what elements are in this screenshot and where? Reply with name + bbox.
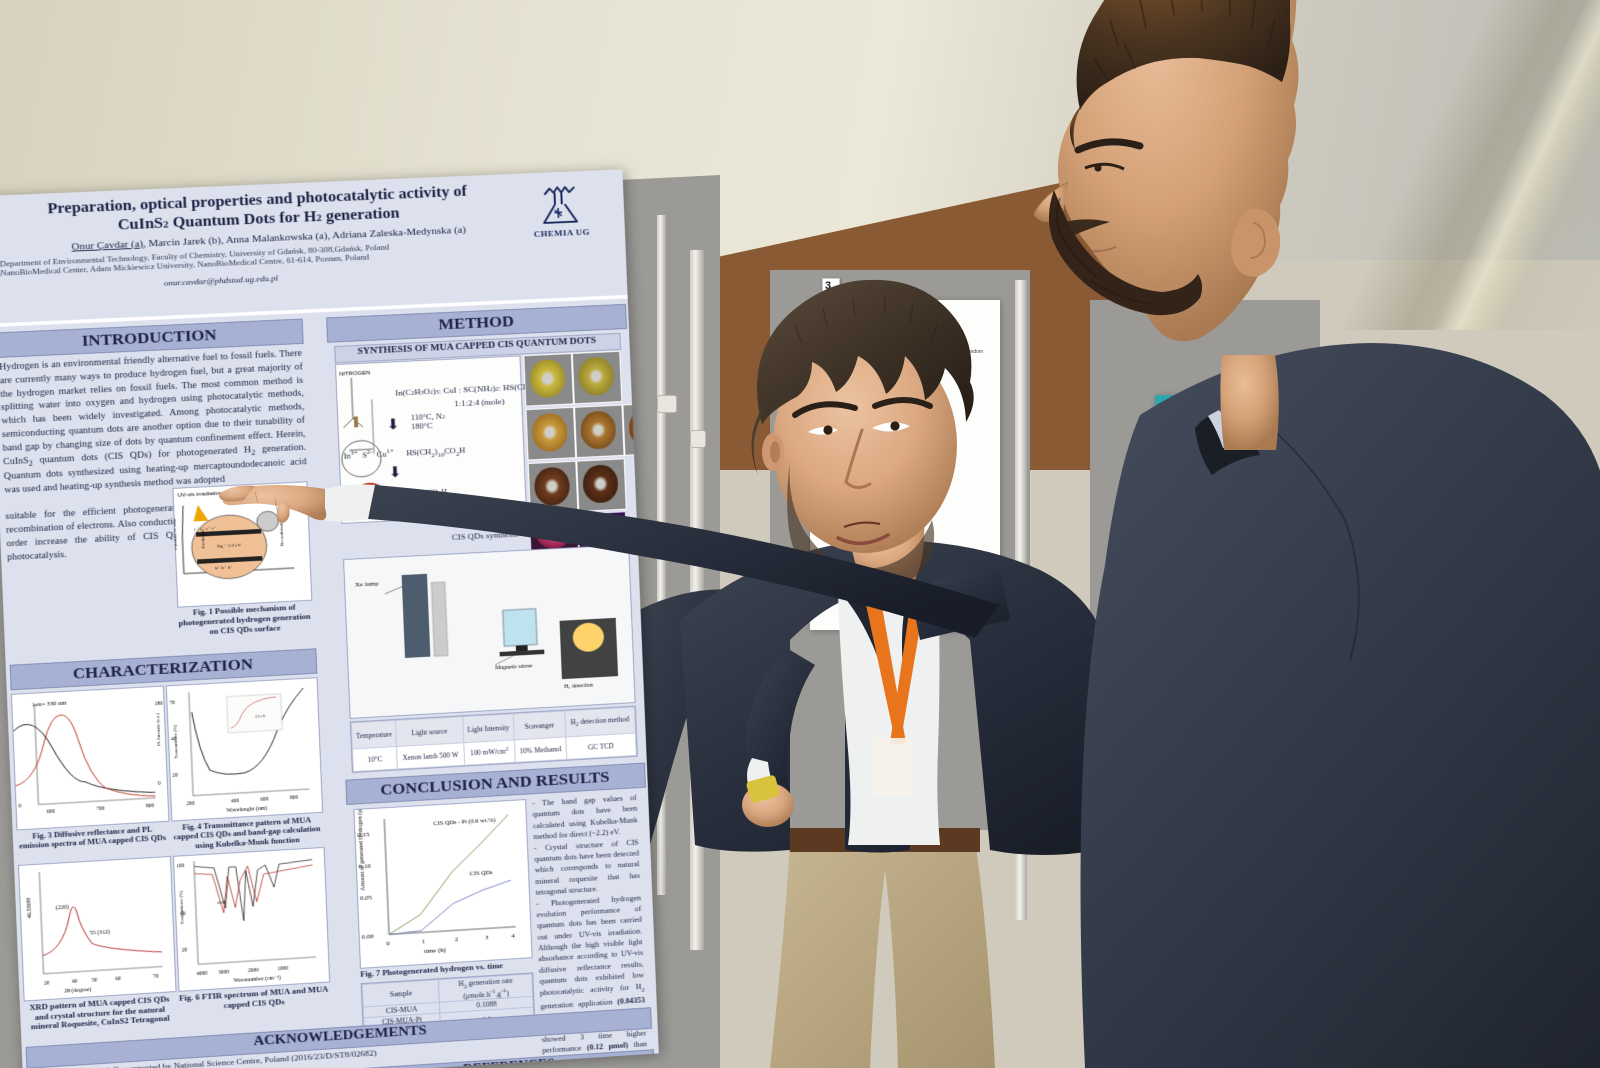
svg-text:0: 0 bbox=[158, 781, 161, 787]
svg-text:Wavenumber (cm⁻¹): Wavenumber (cm⁻¹) bbox=[233, 974, 281, 984]
svg-text:4: 4 bbox=[511, 933, 515, 940]
svg-text:Transmittance (%): Transmittance (%) bbox=[179, 890, 186, 924]
svg-text:O-H: O-H bbox=[217, 900, 225, 905]
svg-text:(220): (220) bbox=[56, 904, 69, 911]
svg-text:Amount of generated Hydrogen (: Amount of generated Hydrogen (µmole) bbox=[356, 800, 367, 891]
svg-text:λex= 330 nm: λex= 330 nm bbox=[32, 700, 66, 709]
svg-text:H: H bbox=[272, 496, 277, 503]
svg-text:CIS QDs - Pt (0.6 wt.%): CIS QDs - Pt (0.6 wt.%) bbox=[433, 817, 495, 827]
svg-text:0.05: 0.05 bbox=[360, 895, 373, 902]
svg-text:600: 600 bbox=[260, 797, 269, 803]
svg-text:h⁺ h⁺ h⁺: h⁺ h⁺ h⁺ bbox=[215, 565, 233, 572]
svg-text:180: 180 bbox=[155, 701, 164, 707]
svg-text:46.55699: 46.55699 bbox=[26, 897, 33, 918]
svg-text:20: 20 bbox=[182, 948, 188, 954]
svg-text:700: 700 bbox=[96, 806, 105, 812]
svg-text:2θ (degree): 2θ (degree) bbox=[64, 986, 91, 994]
svg-text:Excitation: Excitation bbox=[201, 529, 207, 548]
svg-text:20: 20 bbox=[44, 981, 50, 987]
svg-text:Recombination: Recombination bbox=[279, 518, 285, 546]
svg-text:time (h): time (h) bbox=[424, 947, 446, 955]
svg-text:2H⁺: 2H⁺ bbox=[280, 505, 291, 512]
svg-text:Xe lamp: Xe lamp bbox=[355, 581, 379, 589]
svg-text:60: 60 bbox=[115, 976, 121, 982]
svg-text:50: 50 bbox=[92, 978, 98, 984]
svg-text:0: 0 bbox=[386, 940, 390, 947]
svg-text:0.00: 0.00 bbox=[362, 933, 375, 940]
svg-text:55 (312): 55 (312) bbox=[90, 929, 111, 937]
svg-text:20: 20 bbox=[172, 773, 178, 779]
svg-text:PL Intensity (a.u.): PL Intensity (a.u.) bbox=[156, 713, 163, 746]
svg-text:400: 400 bbox=[231, 798, 240, 804]
svg-text:3: 3 bbox=[485, 934, 489, 941]
svg-text:800: 800 bbox=[290, 795, 299, 801]
svg-text:1000: 1000 bbox=[277, 966, 288, 972]
svg-text:0: 0 bbox=[18, 804, 21, 810]
svg-text:1: 1 bbox=[422, 938, 426, 945]
svg-text:200: 200 bbox=[186, 801, 195, 807]
svg-text:800: 800 bbox=[146, 803, 155, 809]
svg-text:Magnetic stirrer: Magnetic stirrer bbox=[495, 664, 533, 672]
svg-text:70: 70 bbox=[153, 974, 159, 980]
svg-text:2: 2 bbox=[455, 936, 459, 943]
svg-text:H₂ detection: H₂ detection bbox=[564, 683, 593, 690]
svg-text:4000: 4000 bbox=[196, 971, 207, 977]
svg-text:70: 70 bbox=[169, 700, 175, 706]
svg-text:UV-vis irradiation: UV-vis irradiation bbox=[178, 491, 223, 499]
svg-text:Wavelenght (nm): Wavelenght (nm) bbox=[226, 805, 267, 814]
svg-text:40: 40 bbox=[72, 979, 78, 985]
svg-text:100: 100 bbox=[176, 863, 185, 869]
svg-text:Transmittance (%): Transmittance (%) bbox=[173, 724, 180, 758]
svg-text:600: 600 bbox=[47, 809, 56, 815]
svg-text:3000: 3000 bbox=[218, 969, 229, 975]
svg-text:2000: 2000 bbox=[248, 968, 259, 974]
svg-text:NITROGEN: NITROGEN bbox=[339, 370, 370, 377]
svg-text:CIS QDs: CIS QDs bbox=[470, 869, 494, 877]
svg-text:2.2 eV: 2.2 eV bbox=[255, 714, 266, 718]
